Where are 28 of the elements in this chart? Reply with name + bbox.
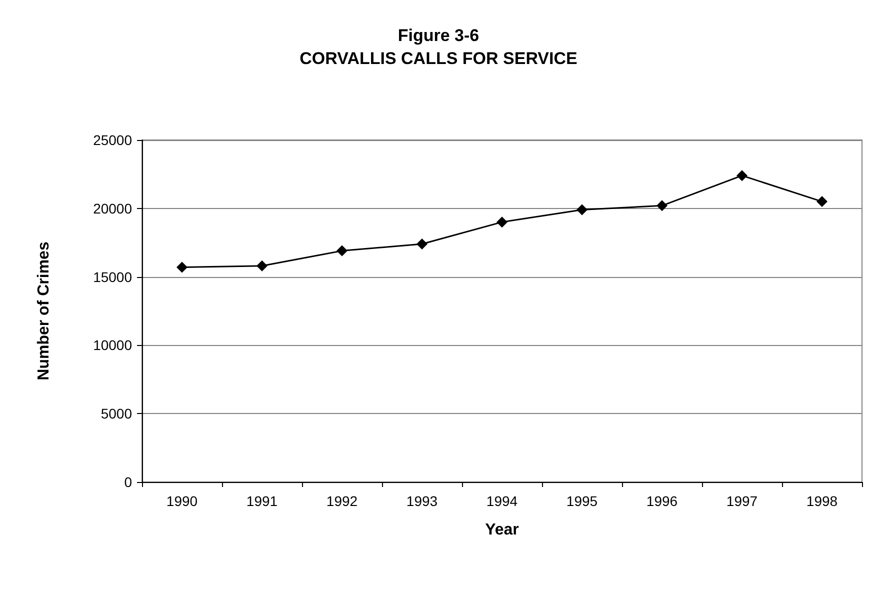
y-tick-label: 5000 xyxy=(100,406,132,422)
y-tick-label: 20000 xyxy=(93,200,132,216)
point xyxy=(656,200,668,212)
point xyxy=(336,245,348,256)
y-tick-label: 0 xyxy=(124,474,132,490)
point xyxy=(176,262,188,273)
point xyxy=(736,170,748,182)
y-tick-label: 25000 xyxy=(93,132,132,148)
x-axis-title: Year xyxy=(485,522,519,538)
x-tick-label: 1996 xyxy=(646,493,678,509)
chart-subtitle: CORVALLIS CALLS FOR SERVICE xyxy=(300,49,578,68)
point xyxy=(416,238,428,250)
point xyxy=(816,196,828,208)
point xyxy=(256,260,268,272)
y-tick-label: 15000 xyxy=(93,268,132,285)
x-tick-label: 1992 xyxy=(326,493,358,509)
x-tick-label: 1997 xyxy=(726,493,758,509)
y-tick-label: 10000 xyxy=(93,337,132,354)
chart-title: Figure 3-6 xyxy=(398,26,480,45)
x-tick-label: 1990 xyxy=(166,493,198,509)
x-tick-label: 1998 xyxy=(806,493,838,509)
point xyxy=(496,216,508,228)
x-tick-label: 1991 xyxy=(246,493,278,509)
x-tick-label: 1994 xyxy=(486,493,518,509)
point xyxy=(576,204,588,216)
x-tick-label: 1995 xyxy=(566,493,598,509)
y-axis-title: Number of Crimes xyxy=(36,242,52,380)
x-tick-label: 1993 xyxy=(406,493,438,509)
